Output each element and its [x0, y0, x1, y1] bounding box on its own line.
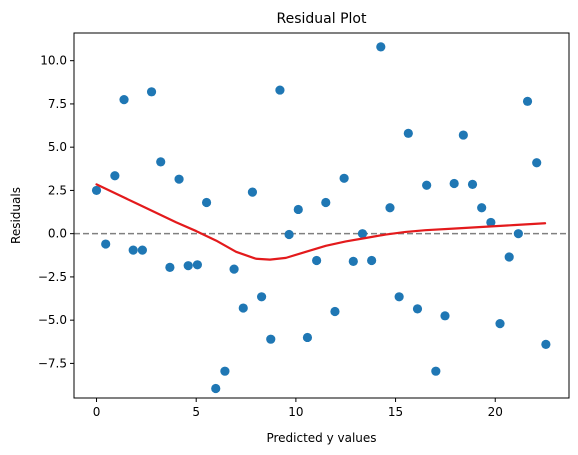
residual-point — [156, 157, 166, 167]
x-tick-label: 20 — [488, 405, 503, 419]
residual-point — [495, 319, 505, 329]
residual-point — [284, 229, 294, 240]
residual-point — [238, 303, 248, 313]
x-tick-label: 15 — [388, 405, 403, 419]
residual-point — [522, 96, 533, 106]
x-axis-label: Predicted y values — [266, 431, 376, 445]
residual-point — [128, 245, 138, 255]
residual-point — [504, 252, 514, 262]
residual-point — [440, 311, 450, 321]
residual-point — [312, 255, 322, 266]
residual-point — [339, 173, 349, 183]
residual-point — [422, 180, 432, 190]
residual-point — [183, 261, 193, 271]
x-tick-label: 5 — [192, 405, 200, 419]
residual-point — [412, 304, 423, 314]
residual-point — [394, 292, 404, 302]
residual-point — [449, 178, 459, 189]
residual-point — [146, 87, 157, 97]
residual-point — [357, 229, 368, 239]
residual-point — [211, 383, 221, 394]
residual-point — [275, 85, 285, 95]
residual-point — [119, 94, 129, 105]
x-tick-label: 10 — [288, 405, 303, 419]
y-tick-label: −2.5 — [38, 270, 67, 284]
residual-point — [541, 339, 551, 349]
residual-point — [403, 128, 413, 138]
residual-point — [376, 42, 386, 52]
residual-point — [293, 204, 303, 215]
residual-point — [229, 264, 239, 274]
y-tick-label: −7.5 — [38, 356, 67, 370]
y-tick-label: 5.0 — [48, 140, 67, 154]
residual-point — [137, 245, 147, 255]
plot-frame — [73, 32, 570, 399]
y-axis-label: Residuals — [9, 187, 23, 244]
residual-point — [431, 366, 441, 376]
residual-point — [192, 260, 203, 270]
residual-point — [247, 187, 258, 197]
residual-point — [367, 255, 377, 266]
residual-point — [256, 292, 267, 302]
y-tick-label: −5.0 — [38, 313, 67, 327]
residual-point — [513, 229, 523, 239]
residual-point — [458, 130, 468, 140]
residual-point — [165, 262, 175, 272]
residual-point — [467, 179, 478, 189]
y-tick-label: 2.5 — [48, 183, 67, 197]
residual-point — [348, 256, 358, 266]
trend-line — [95, 183, 547, 261]
residual-point — [101, 239, 111, 249]
residual-point — [174, 174, 184, 184]
residual-point — [302, 332, 313, 343]
axes-layer: 0 5 10 15 20 −7.5 −5.0 −2.5 0.0 2.5 5.0 7.5 10.0 — [38, 54, 503, 419]
residual-point — [330, 306, 340, 317]
residual-point — [385, 203, 395, 213]
y-tick-label: 0.0 — [48, 227, 67, 241]
residual-point — [91, 185, 102, 196]
residual-point — [266, 334, 276, 344]
x-tick-label: 0 — [93, 405, 101, 419]
y-tick-label: 10.0 — [40, 54, 67, 68]
residual-point — [110, 171, 120, 181]
residual-point — [477, 203, 487, 213]
residual-point — [321, 197, 331, 208]
residual-point — [486, 217, 496, 228]
residual-point — [532, 158, 542, 168]
chart-title: Residual Plot — [277, 11, 367, 27]
residual-point — [201, 197, 212, 208]
data-layer — [74, 42, 569, 394]
y-tick-label: 7.5 — [48, 97, 67, 111]
residual-point — [220, 366, 230, 376]
